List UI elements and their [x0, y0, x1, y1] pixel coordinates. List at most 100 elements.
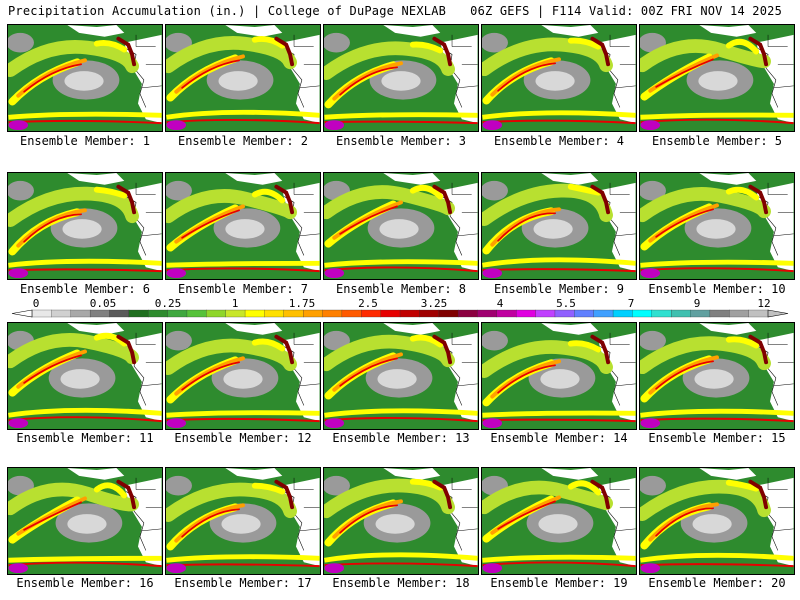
ensemble-member-label: Ensemble Member: 2: [177, 134, 309, 148]
dry-patch: [640, 330, 666, 351]
itcz-band: [166, 260, 320, 268]
colorbar-swatch: [225, 309, 246, 318]
arctic-land: [225, 173, 283, 185]
precip-band-gulf: [409, 184, 444, 200]
coastal-max: [116, 479, 137, 510]
coastline: [758, 196, 779, 256]
precip-band-intense: [23, 63, 82, 93]
precip-band-gulf: [409, 41, 444, 54]
precip-band-gulf: [251, 482, 286, 495]
coastal-max: [274, 36, 295, 67]
itcz-band: [8, 555, 162, 563]
precip-band-gulf: [251, 188, 286, 204]
precip-band-light: [482, 480, 613, 515]
ensemble-member-map: [481, 24, 637, 132]
colorbar-swatch: [593, 309, 614, 318]
colorbar-swatch: [283, 309, 304, 318]
itcz-band: [482, 554, 636, 563]
dry-patch: [8, 32, 34, 53]
colorbar-swatch: [419, 309, 440, 318]
colorbar-tick-label: 0: [33, 297, 40, 310]
arctic-land: [541, 173, 599, 185]
colorbar-swatch: [554, 309, 575, 318]
precip-band-light: [324, 41, 455, 80]
precip-band-gulf: [93, 186, 128, 199]
tropical-max: [8, 563, 29, 574]
dry-patch: [324, 32, 350, 53]
tropical-max: [324, 120, 345, 131]
colorbar-tick-label: 1.75: [289, 297, 316, 310]
state-borders: [451, 34, 478, 89]
itcz-band: [640, 259, 794, 268]
coastline: [284, 48, 305, 108]
dry-patch: [166, 32, 192, 53]
precip-band-light: [166, 189, 297, 224]
colorbar-swatch: [341, 309, 362, 318]
state-borders: [609, 182, 636, 237]
precip-band-light: [324, 185, 455, 220]
ensemble-member-map: [323, 322, 479, 430]
state-borders: [767, 477, 794, 532]
precip-band-light: [324, 478, 455, 519]
state-borders: [767, 332, 794, 387]
arctic-land: [699, 323, 757, 335]
itcz-band: [324, 112, 478, 120]
colorbar-swatch: [109, 309, 130, 318]
arctic-land: [225, 323, 283, 335]
dry-core: [221, 514, 261, 534]
precip-band-light: [640, 479, 771, 521]
tropical-max: [166, 120, 187, 131]
coastline: [284, 346, 305, 406]
ensemble-member-label: Ensemble Member: 7: [177, 282, 309, 296]
coastline: [442, 196, 463, 256]
ensemble-member-map: [165, 172, 321, 280]
tropical-max: [166, 563, 187, 574]
arctic-land: [699, 468, 757, 480]
precip-band-intense: [181, 59, 240, 89]
arctic-land: [225, 468, 283, 480]
ensemble-member-map: [7, 24, 163, 132]
precip-band-heavy: [332, 61, 403, 101]
coastline: [442, 491, 463, 551]
itcz-band: [8, 111, 162, 120]
dry-patch: [166, 475, 192, 496]
precip-band-intense: [23, 501, 82, 531]
precip-map: [324, 173, 478, 279]
state-borders: [135, 34, 162, 89]
precip-band-gulf: [251, 338, 286, 352]
precip-map: [166, 25, 320, 131]
ensemble-member-map: [481, 172, 637, 280]
coastline: [600, 196, 621, 256]
colorbar-legend: 0 0.05 0.25 1 1.75 2.5 3.25 4 5.5 7 9 12: [11, 297, 789, 318]
arctic-land: [383, 468, 441, 480]
arctic-land: [383, 173, 441, 185]
coastal-max: [590, 479, 611, 510]
precip-map: [324, 468, 478, 574]
coastal-max: [432, 479, 453, 510]
ensemble-member-label: Ensemble Member: 17: [174, 576, 312, 590]
precip-map: [482, 323, 636, 429]
dry-core: [692, 514, 732, 534]
colorbar-low-arrow: [11, 309, 33, 318]
colorbar-swatch: [361, 309, 382, 318]
dry-core: [60, 369, 100, 389]
precip-band-heavy: [16, 208, 87, 248]
precip-band-intense: [497, 500, 556, 530]
coastal-max: [748, 184, 769, 215]
precip-map: [482, 173, 636, 279]
arctic-land: [383, 323, 441, 335]
precip-band-light: [482, 340, 613, 378]
itcz-band: [482, 110, 636, 120]
itcz-band: [640, 408, 794, 418]
precip-band-light: [640, 186, 771, 223]
arctic-land: [67, 468, 125, 480]
precip-band-light: [482, 183, 613, 226]
arctic-land: [383, 25, 441, 37]
arctic-land: [225, 25, 283, 37]
colorbar-swatch: [244, 309, 265, 318]
colorbar-swatch: [612, 309, 633, 318]
precip-band-light: [166, 338, 297, 376]
colorbar-swatch: [671, 309, 691, 318]
precip-map: [8, 323, 162, 429]
precip-band-intense: [655, 58, 714, 88]
